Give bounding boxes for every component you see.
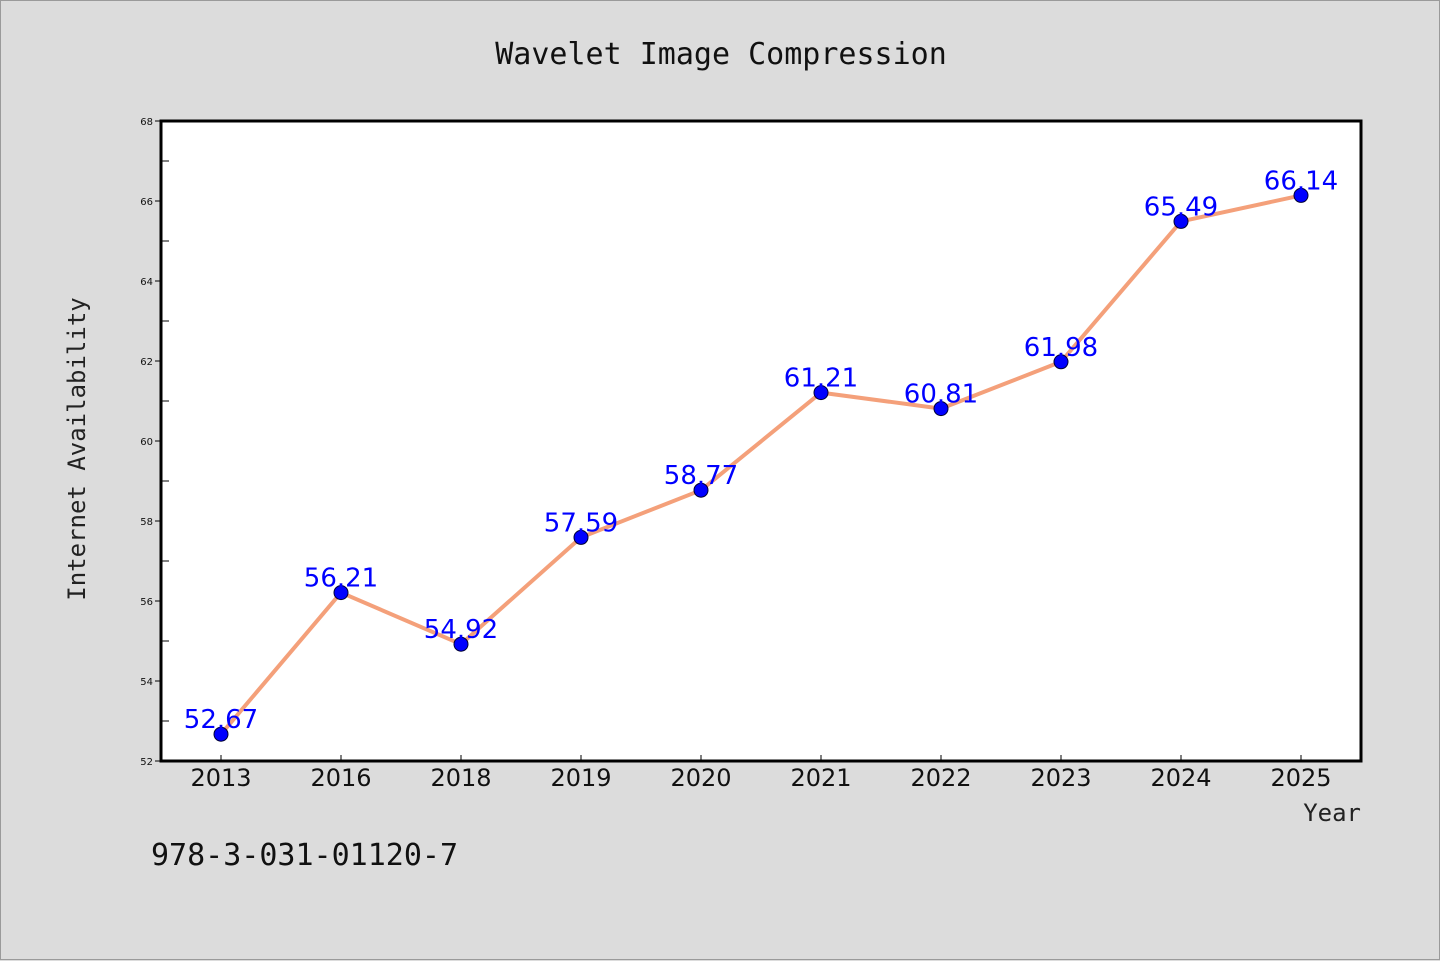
y-tick-label: 52: [140, 757, 153, 768]
x-tick-label: 2024: [1150, 764, 1211, 792]
x-tick-label: 2022: [910, 764, 971, 792]
data-label: 56.21: [304, 564, 378, 594]
x-tick-label: 2025: [1270, 764, 1331, 792]
y-tick-label: 68: [140, 117, 153, 128]
y-tick-label: 60: [140, 437, 153, 448]
y-axis-label: Internet Availability: [63, 297, 91, 600]
x-tick-label: 2016: [310, 764, 371, 792]
data-point: [333, 585, 349, 601]
data-point: [693, 482, 709, 498]
data-point: [1053, 354, 1069, 370]
data-point: [213, 726, 229, 742]
data-label: 54.92: [424, 615, 498, 645]
data-label: 57.59: [544, 508, 618, 538]
data-point: [1293, 187, 1309, 203]
data-point: [813, 385, 829, 401]
data-label: 65.49: [1144, 192, 1218, 222]
y-tick-label: 56: [140, 597, 153, 608]
x-axis: 2013 2016 2018 2019 2020 2021 2022 2023 2024 2025: [190, 755, 1332, 792]
isbn-footnote: 978-3-031-01120-7: [151, 838, 458, 873]
x-tick-label: 2019: [550, 764, 611, 792]
data-point: [1173, 213, 1189, 229]
x-tick-label: 2013: [190, 764, 251, 792]
data-point: [453, 636, 469, 652]
y-tick-label: 58: [140, 517, 153, 528]
data-label: 61.98: [1024, 333, 1098, 363]
y-axis: 52 54 56 58 60 62 64 66 68: [140, 117, 169, 768]
x-tick-label: 2023: [1030, 764, 1091, 792]
data-point: [573, 529, 589, 545]
x-tick-label: 2021: [790, 764, 851, 792]
data-label: 61.21: [784, 364, 858, 394]
x-tick-label: 2020: [670, 764, 731, 792]
data-label: 60.81: [904, 380, 978, 410]
x-axis-label: Year: [1303, 799, 1361, 827]
data-labels: 52.67 56.21 54.92 57.59 58.77 61.21 60.81 61.98…: [184, 166, 1338, 735]
y-tick-label: 64: [140, 277, 153, 288]
data-label: 58.77: [664, 461, 738, 491]
y-tick-label: 54: [140, 677, 153, 688]
y-tick-label: 66: [140, 197, 153, 208]
series-line: [219, 193, 1303, 737]
data-label: 52.67: [184, 705, 258, 735]
y-tick-label: 62: [140, 357, 153, 368]
x-tick-label: 2018: [430, 764, 491, 792]
data-label: 66.14: [1264, 166, 1338, 196]
data-markers: [213, 187, 1309, 742]
chart-title: Wavelet Image Compression: [495, 37, 947, 72]
data-point: [933, 401, 949, 417]
